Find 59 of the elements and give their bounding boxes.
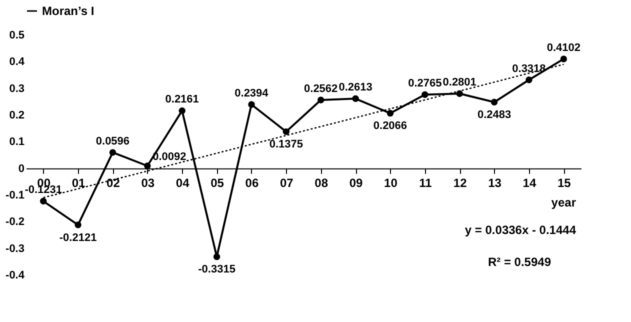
data-label: 0.2161: [165, 94, 199, 106]
y-tick-label: 0.5: [9, 30, 24, 42]
data-label: -0.3315: [198, 264, 236, 276]
x-tick-label: 07: [280, 176, 294, 190]
x-tick-label: 10: [384, 176, 398, 190]
x-tick-label: 08: [314, 176, 328, 190]
x-tick-label: 04: [176, 176, 190, 190]
x-tick-label: 13: [488, 176, 502, 190]
data-label: 0.1375: [269, 138, 303, 151]
data-label: 0.2613: [338, 82, 372, 94]
x-tick-label: 09: [349, 176, 364, 190]
y-tick-label: -0.2: [6, 216, 24, 228]
y-tick-label: 0: [18, 162, 24, 175]
point: [40, 198, 47, 205]
y-tick-label: -0.3: [6, 242, 24, 255]
data-label: 0.2066: [373, 120, 408, 132]
data-label: -0.2121: [59, 232, 97, 244]
point: [456, 90, 463, 97]
data-label: 0.0596: [96, 135, 130, 148]
point: [526, 76, 532, 84]
point: [144, 162, 151, 170]
x-tick-label: 12: [453, 176, 468, 190]
y-tick-label: 0.4: [9, 56, 26, 68]
data-label: -0.1231: [24, 184, 62, 196]
point: [560, 56, 568, 62]
data-label: 0.2394: [234, 87, 270, 100]
data-label: 0.2483: [477, 109, 512, 122]
point: [178, 107, 186, 114]
point: [109, 149, 116, 156]
point: [282, 128, 290, 136]
annotation: R² = 0.5949: [488, 255, 552, 269]
point: [490, 98, 498, 106]
point: [213, 253, 220, 260]
annotation: y = 0.0336x - 0.1444: [464, 223, 576, 237]
y-tick-label: 0.2: [9, 110, 24, 122]
x-axis-title: year: [551, 195, 576, 210]
x-tick-label: 05: [210, 176, 224, 190]
data-label: 0.2562: [304, 83, 338, 96]
legend-label: Moran’s I: [42, 4, 94, 18]
y-tick-label: -0.1: [6, 190, 24, 202]
point: [422, 91, 428, 98]
x-tick-label: 14: [522, 176, 536, 190]
point: [317, 96, 324, 104]
data-label: 0.4102: [546, 42, 580, 54]
y-tick-label: -0.4: [6, 270, 26, 282]
x-tick-label: 01: [72, 176, 86, 190]
data-label: 0.2801: [442, 76, 476, 89]
x-tick-label: 15: [557, 176, 572, 190]
point: [248, 101, 255, 108]
point: [386, 110, 394, 117]
point: [74, 222, 82, 228]
data-label: 0.2765: [408, 78, 442, 90]
point: [352, 95, 359, 102]
y-tick-label: 0.1: [9, 136, 24, 148]
y-tick-label: 0.3: [9, 82, 24, 95]
x-tick-label: 11: [419, 176, 432, 190]
x-tick-label: 02: [106, 176, 120, 190]
x-tick-label: 06: [245, 176, 259, 190]
x-tick-label: 03: [141, 176, 155, 190]
